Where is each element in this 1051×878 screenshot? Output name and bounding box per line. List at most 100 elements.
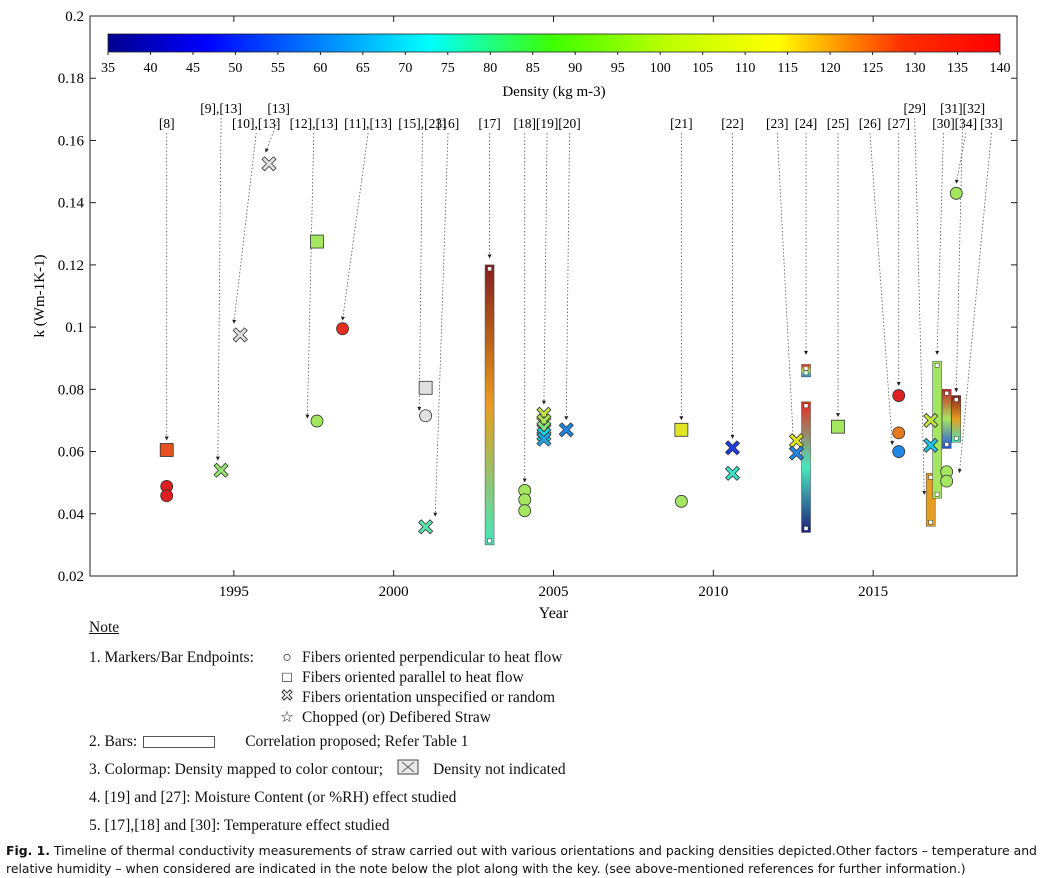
correlation-bar	[932, 361, 942, 499]
reference-leader	[954, 132, 967, 184]
circle-marker	[892, 426, 906, 440]
reference-label: [27]	[887, 116, 910, 131]
note-item-1-star: ☆ Chopped (or) Defibered Straw	[89, 708, 789, 728]
note-item-4: 4. [19] and [27]: Moisture Content (or %…	[89, 789, 457, 806]
bar-endpoint-bottom	[954, 435, 959, 441]
note-item-1-square: □ Fibers oriented parallel to heat flow	[89, 668, 789, 688]
colorbar-tick-label: 60	[313, 61, 327, 76]
x-tick-label: 2005	[539, 584, 569, 600]
figure-caption: Fig. 1. Timeline of thermal conductivity…	[6, 842, 1046, 878]
reference-label: [11],[13]	[344, 116, 392, 131]
colorbar-tick-label: 95	[611, 61, 625, 76]
circle-marker	[892, 389, 906, 402]
reference-leader	[305, 132, 315, 419]
cross-marker	[923, 412, 939, 429]
colorbar-tick-label: 125	[862, 61, 883, 76]
reference-label: [8]	[159, 116, 175, 131]
reference-leader	[417, 132, 423, 411]
colorbar-tick-label: 100	[650, 61, 671, 76]
square-marker	[159, 443, 174, 457]
reference-label: [34]	[955, 116, 978, 131]
x-tick-label: 2000	[379, 584, 409, 600]
cross-marker	[418, 519, 434, 535]
note-block: Note 1. Markers/Bar Endpoints: ○ Fibers …	[89, 618, 789, 836]
x-tick-label: 2010	[698, 584, 728, 600]
reference-leader	[776, 132, 796, 439]
y-tick-label: 0.1	[65, 320, 84, 336]
square-marker	[831, 419, 845, 434]
bar-endpoint-top	[487, 266, 492, 272]
note-item-1-label: 1. Markers/Bar Endpoints:	[89, 649, 254, 666]
x-tick-label: 2015	[858, 584, 888, 600]
reference-leader	[914, 117, 927, 495]
bar-endpoint-bottom	[944, 442, 949, 447]
reference-leader	[232, 132, 257, 324]
colorbar-tick-label: 40	[143, 61, 157, 76]
cross-marker-icon	[272, 687, 302, 709]
note-square-text: Fibers oriented parallel to heat flow	[302, 669, 524, 686]
colorbar-tick-label: 50	[228, 61, 242, 76]
chart: 1995 2000 2005 2010 2015 0.02 0.04 0.06 0.08 0.1 0…	[32, 9, 1018, 620]
x-tick-label: 1995	[219, 584, 249, 600]
colorbar-tick-label: 135	[947, 61, 968, 76]
reference-leader	[433, 132, 449, 517]
reference-label: [20]	[558, 116, 581, 131]
circle-marker-icon: ○	[282, 649, 292, 666]
cross-marker	[558, 422, 574, 438]
colorbar-tick-label: 70	[398, 61, 412, 76]
square-marker	[674, 422, 689, 437]
circle-marker	[674, 494, 688, 508]
reference-leader	[541, 132, 548, 405]
density-not-indicated-icon	[383, 759, 433, 781]
colorbar-tick-label: 85	[526, 61, 540, 76]
cross-marker	[213, 462, 229, 478]
reference-label: [15],[23]	[398, 116, 446, 131]
square-marker-icon: □	[282, 669, 292, 686]
reference-label: [23]	[766, 116, 789, 131]
reference-label: [9],[13]	[200, 101, 242, 116]
bar-endpoint-bottom	[803, 370, 809, 376]
star-marker-icon: ☆	[280, 709, 294, 726]
cross-marker	[536, 431, 552, 447]
y-tick-label: 0.14	[58, 196, 85, 212]
colorbar-tick-label: 130	[905, 61, 926, 76]
reference-label: [24]	[795, 116, 818, 131]
note-item-3: 3. Colormap: Density mapped to color con…	[89, 759, 789, 781]
reference-leader	[869, 132, 895, 446]
bar-endpoint-bottom	[934, 491, 940, 497]
plot-frame	[89, 15, 1018, 577]
correlation-bars	[484, 264, 962, 546]
circle-marker	[160, 489, 174, 503]
y-axis-label: k (Wm-1K-1)	[32, 255, 48, 338]
reference-label: [26]	[859, 116, 882, 131]
reference-label: [33]	[980, 116, 1003, 131]
x-axis-label: Year	[539, 605, 569, 620]
reference-label: [10],[13]	[232, 116, 280, 131]
reference-label: [18]	[513, 116, 536, 131]
reference-leader	[564, 132, 570, 421]
cross-marker	[788, 433, 805, 449]
cross-marker	[724, 440, 741, 456]
colorbar-tick-label: 45	[186, 61, 200, 76]
reference-leader	[265, 117, 279, 153]
bar-endpoint-top	[954, 397, 959, 402]
reference-label: [13]	[267, 101, 290, 116]
note-item-1: 1. Markers/Bar Endpoints: ○ Fibers orien…	[89, 648, 789, 668]
note-item-2-text: Correlation proposed; Refer Table 1	[245, 733, 469, 750]
correlation-bar	[941, 389, 952, 449]
y-tick-label: 0.06	[58, 445, 85, 461]
reference-leader	[935, 132, 944, 355]
circle-marker	[336, 322, 349, 336]
colorbar: 35 40 45 50 55 60 65 70 75 80 85 90 95 100 105 110 115 12…	[101, 33, 1011, 100]
colorbar-tick-label: 110	[735, 61, 755, 76]
colorbar-tick-label: 115	[777, 61, 797, 76]
reference-label: [16]	[437, 116, 460, 131]
reference-label: [17]	[478, 116, 501, 131]
square-marker	[418, 380, 433, 395]
y-tick-label: 0.04	[58, 507, 85, 523]
bar-endpoint-top	[934, 363, 940, 368]
note-cross-text: Fibers orientation unspecified or random	[302, 689, 556, 706]
bar-endpoint-bottom	[803, 526, 809, 531]
bar-endpoint-bottom	[487, 538, 492, 544]
